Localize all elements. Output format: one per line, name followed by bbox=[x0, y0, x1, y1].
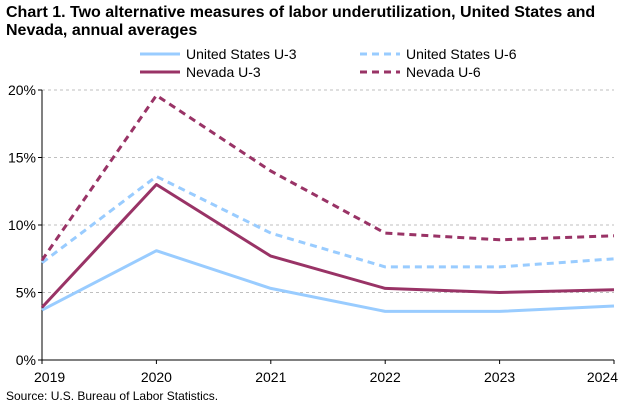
series-line-united-states-u-3 bbox=[41, 249, 615, 313]
y-axis-ticks: 0% 5% 10% 15% 20% bbox=[8, 82, 42, 368]
x-tick-label-2022: 2022 bbox=[370, 369, 401, 385]
y-tick-label-20: 20% bbox=[8, 82, 36, 98]
y-tick-label-5: 5% bbox=[16, 285, 36, 301]
gridlines bbox=[42, 89, 614, 293]
y-tick-label-15: 15% bbox=[8, 150, 36, 166]
y-tick-label-0: 0% bbox=[16, 352, 36, 368]
series-line-nevada-u-6 bbox=[40, 93, 615, 261]
x-axis-ticks: 2019 2020 2021 2022 2023 2024 bbox=[34, 360, 618, 385]
chart-title: Chart 1. Two alternative measures of lab… bbox=[6, 4, 596, 39]
legend-label-united-states-u-3: United States U-3 bbox=[186, 46, 297, 62]
x-tick-label-2020: 2020 bbox=[141, 369, 172, 385]
legend-label-nevada-u-3: Nevada U-3 bbox=[186, 64, 261, 80]
x-tick-label-2019: 2019 bbox=[34, 369, 65, 385]
series-line-united-states-u-6 bbox=[41, 174, 615, 269]
series-line-nevada-u-3 bbox=[40, 183, 615, 309]
y-tick-label-10: 10% bbox=[8, 217, 36, 233]
x-tick-label-2021: 2021 bbox=[255, 369, 286, 385]
x-tick-label-2024: 2024 bbox=[587, 369, 618, 385]
x-tick-label-2023: 2023 bbox=[484, 369, 515, 385]
source-note: Source: U.S. Bureau of Labor Statistics. bbox=[6, 389, 219, 403]
legend-label-united-states-u-6: United States U-6 bbox=[406, 46, 517, 62]
legend-label-nevada-u-6: Nevada U-6 bbox=[406, 64, 481, 80]
series-lines bbox=[40, 93, 615, 313]
legend: United States U-3 United States U-6 Nevada… bbox=[140, 46, 517, 80]
